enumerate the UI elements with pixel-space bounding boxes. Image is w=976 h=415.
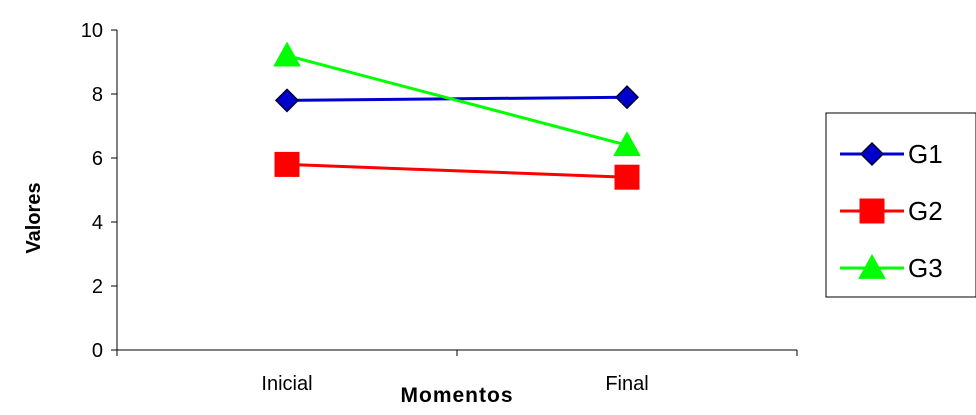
y-tick-label: 6 <box>92 148 103 170</box>
axes: 0 2 4 6 8 10 Inicial Final <box>81 20 798 395</box>
legend-label-g2: G2 <box>908 196 943 226</box>
x-tick-label: Final <box>605 373 648 395</box>
legend-label-g1: G1 <box>908 139 943 169</box>
legend-marker-g2 <box>859 198 885 224</box>
x-tick-label: Inicial <box>261 373 312 395</box>
x-axis-title: Momentos <box>401 384 514 407</box>
legend-label-g3: G3 <box>908 253 943 283</box>
series-layer <box>273 41 641 190</box>
y-tick-label: 8 <box>92 84 103 106</box>
y-tick-label: 0 <box>92 340 103 362</box>
series-line-g1 <box>286 95 628 102</box>
legend-marker-g3 <box>858 253 886 279</box>
series-line-g3 <box>286 54 628 147</box>
data-point-g3 <box>613 131 641 157</box>
data-point-g2 <box>274 151 300 177</box>
data-point-g2 <box>614 164 640 190</box>
y-axis-title: Valores <box>23 182 45 253</box>
legend-marker-g1 <box>859 141 885 167</box>
y-tick-label: 4 <box>92 212 103 234</box>
series-line-g2 <box>286 162 628 179</box>
legend-box <box>825 112 976 298</box>
data-point-g1 <box>274 88 300 113</box>
y-tick-label: 2 <box>92 276 103 298</box>
legend: G1 G2 G3 <box>825 112 976 298</box>
data-point-g3 <box>273 41 301 67</box>
data-point-g1 <box>614 85 640 110</box>
y-tick-label: 10 <box>81 20 103 42</box>
